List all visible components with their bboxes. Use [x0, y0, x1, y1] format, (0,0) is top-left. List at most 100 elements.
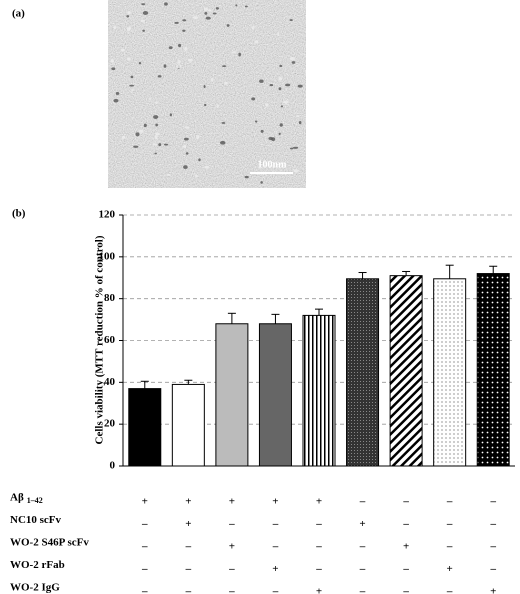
- speck: [278, 87, 282, 91]
- treatment-mark: –: [359, 563, 366, 575]
- speck: [203, 84, 206, 89]
- speck: [293, 169, 299, 173]
- treatment-mark: –: [446, 496, 453, 508]
- speck: [176, 64, 182, 69]
- panel-label: (b): [12, 208, 26, 220]
- speck: [289, 57, 295, 61]
- speck: [195, 174, 198, 178]
- bar: [389, 275, 423, 467]
- treatment-mark: –: [185, 541, 192, 553]
- treatment-mark: +: [490, 586, 496, 594]
- speck: [183, 165, 188, 169]
- speck: [297, 84, 303, 88]
- speck: [222, 65, 227, 68]
- y-tick-label: 0: [110, 460, 116, 472]
- treatment-mark: –: [315, 541, 322, 553]
- speck: [187, 58, 193, 62]
- speck: [166, 173, 171, 176]
- y-tick-label: 20: [104, 418, 116, 430]
- y-tick-label: 80: [104, 292, 116, 304]
- speck: [148, 98, 152, 100]
- speck: [192, 16, 199, 20]
- speck: [163, 64, 167, 68]
- speck: [196, 135, 200, 139]
- treatment-mark: –: [359, 541, 366, 553]
- speck: [212, 12, 217, 15]
- bar: [258, 323, 292, 467]
- speck: [279, 123, 283, 127]
- speck: [153, 115, 159, 119]
- speck: [279, 64, 283, 68]
- treatment-mark: –: [402, 586, 409, 594]
- speck: [268, 136, 273, 141]
- speck: [133, 145, 139, 148]
- speck: [215, 7, 219, 10]
- treatment-mark: –: [141, 586, 148, 594]
- bar: [433, 278, 467, 467]
- y-tick-label: 40: [104, 376, 116, 388]
- speck: [178, 43, 182, 48]
- speck: [278, 77, 283, 81]
- speck: [152, 143, 157, 146]
- bar: [476, 273, 510, 467]
- speck: [226, 24, 230, 27]
- treatment-mark: –: [446, 586, 453, 594]
- speck: [280, 105, 284, 108]
- speck: [254, 120, 258, 123]
- speck: [129, 84, 134, 87]
- speck: [291, 61, 296, 64]
- speck: [127, 10, 131, 15]
- speck: [183, 144, 187, 149]
- speck: [174, 21, 179, 24]
- speck: [168, 46, 173, 50]
- treatment-mark: –: [489, 496, 496, 508]
- treatment-mark: +: [316, 496, 322, 508]
- speck: [141, 3, 146, 6]
- speck: [138, 62, 142, 65]
- speck: [296, 114, 300, 118]
- treatment-mark: –: [272, 518, 279, 530]
- speck: [285, 83, 291, 87]
- speck: [140, 19, 145, 23]
- treatment-mark: +: [403, 541, 409, 553]
- speck: [251, 97, 256, 101]
- speck: [254, 39, 259, 44]
- speck: [154, 101, 158, 104]
- speck: [120, 48, 125, 52]
- treatment-mark: +: [272, 563, 278, 575]
- speck: [208, 9, 212, 12]
- speck: [231, 51, 236, 54]
- treatment-mark: –: [228, 563, 235, 575]
- speck: [182, 19, 187, 22]
- treatment-mark: +: [359, 518, 365, 530]
- treatment-mark: –: [359, 496, 366, 508]
- speck: [260, 181, 263, 184]
- treatment-subscript: 1–42: [27, 496, 43, 505]
- speck: [211, 78, 214, 82]
- treatment-mark: –: [228, 518, 235, 530]
- treatment-mark: –: [402, 496, 409, 508]
- speck: [135, 132, 140, 137]
- treatment-mark: –: [402, 518, 409, 530]
- bar: [346, 278, 380, 467]
- speck: [164, 2, 168, 6]
- speck: [269, 84, 274, 87]
- speck: [126, 15, 130, 18]
- treatment-mark: –: [359, 586, 366, 594]
- speck: [154, 135, 158, 140]
- treatment-mark: –: [228, 586, 235, 594]
- speck: [203, 7, 209, 11]
- treatment-mark: –: [272, 541, 279, 553]
- speck: [265, 103, 269, 107]
- speck: [259, 79, 264, 83]
- speck: [244, 175, 249, 179]
- speck: [130, 89, 135, 91]
- speck: [115, 91, 120, 95]
- speck: [177, 59, 181, 64]
- speck: [110, 59, 114, 63]
- treatment-mark: –: [185, 563, 192, 575]
- treatment-mark: –: [315, 518, 322, 530]
- treatment-mark: +: [185, 518, 191, 530]
- speck: [292, 146, 299, 149]
